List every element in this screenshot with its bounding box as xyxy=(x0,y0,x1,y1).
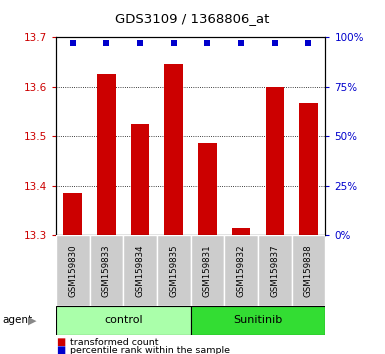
Point xyxy=(272,40,278,46)
Bar xyxy=(64,193,82,235)
Bar xyxy=(131,124,149,235)
Bar xyxy=(292,235,325,306)
Text: GSM159831: GSM159831 xyxy=(203,245,212,297)
Bar xyxy=(266,87,284,235)
Text: GSM159835: GSM159835 xyxy=(169,245,178,297)
Bar xyxy=(164,64,183,235)
Bar xyxy=(123,235,157,306)
Text: GSM159832: GSM159832 xyxy=(237,245,246,297)
Bar xyxy=(232,228,250,235)
Text: agent: agent xyxy=(2,315,32,325)
Text: transformed count: transformed count xyxy=(70,338,159,347)
Bar xyxy=(191,306,325,335)
Text: GSM159833: GSM159833 xyxy=(102,245,111,297)
Bar xyxy=(157,235,191,306)
Bar xyxy=(56,235,89,306)
Point xyxy=(70,40,76,46)
Text: GSM159834: GSM159834 xyxy=(136,245,144,297)
Text: GDS3109 / 1368806_at: GDS3109 / 1368806_at xyxy=(116,12,270,25)
Point xyxy=(305,40,311,46)
Point xyxy=(238,40,244,46)
Point xyxy=(204,40,211,46)
Bar xyxy=(97,74,115,235)
Text: ■: ■ xyxy=(56,337,65,347)
Text: Sunitinib: Sunitinib xyxy=(233,315,283,325)
Bar xyxy=(224,235,258,306)
Bar xyxy=(198,143,217,235)
Bar xyxy=(258,235,292,306)
Text: GSM159830: GSM159830 xyxy=(68,245,77,297)
Bar xyxy=(89,235,123,306)
Text: GSM159838: GSM159838 xyxy=(304,245,313,297)
Text: ■: ■ xyxy=(56,346,65,354)
Point xyxy=(137,40,143,46)
Bar xyxy=(191,235,224,306)
Point xyxy=(103,40,109,46)
Point xyxy=(171,40,177,46)
Bar xyxy=(299,103,318,235)
Text: ▶: ▶ xyxy=(28,315,36,325)
Text: control: control xyxy=(104,315,142,325)
Bar xyxy=(56,306,191,335)
Text: percentile rank within the sample: percentile rank within the sample xyxy=(70,346,231,354)
Text: GSM159837: GSM159837 xyxy=(270,245,279,297)
